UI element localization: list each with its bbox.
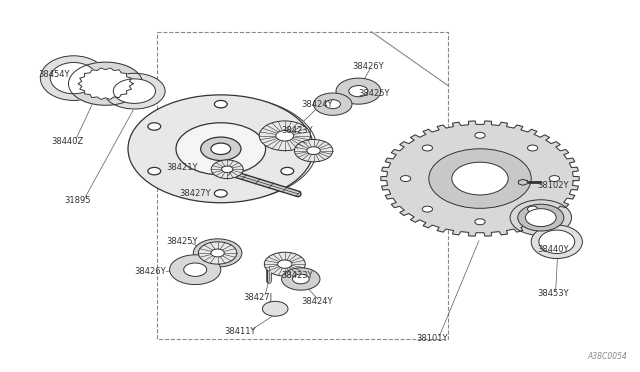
Circle shape bbox=[262, 301, 288, 316]
Circle shape bbox=[193, 239, 242, 267]
Text: 38423Y: 38423Y bbox=[282, 126, 313, 135]
Circle shape bbox=[475, 132, 485, 138]
Circle shape bbox=[282, 268, 320, 290]
Text: 38425Y: 38425Y bbox=[358, 89, 390, 97]
Circle shape bbox=[527, 145, 538, 151]
Circle shape bbox=[325, 100, 340, 109]
Circle shape bbox=[176, 123, 266, 175]
Text: 38421Y: 38421Y bbox=[166, 163, 198, 172]
Circle shape bbox=[198, 242, 237, 264]
Circle shape bbox=[422, 145, 433, 151]
Text: 38454Y: 38454Y bbox=[38, 70, 70, 79]
Ellipse shape bbox=[40, 56, 107, 100]
Text: 38440Y: 38440Y bbox=[538, 245, 569, 254]
Circle shape bbox=[429, 149, 531, 208]
Circle shape bbox=[294, 140, 333, 162]
Circle shape bbox=[549, 176, 559, 182]
Text: 38427Y: 38427Y bbox=[179, 189, 211, 198]
Circle shape bbox=[170, 255, 221, 285]
Circle shape bbox=[207, 247, 228, 259]
Text: 38101Y: 38101Y bbox=[416, 334, 447, 343]
Text: 38427J: 38427J bbox=[243, 293, 273, 302]
Circle shape bbox=[307, 147, 321, 155]
Text: 38424Y: 38424Y bbox=[301, 297, 332, 306]
Circle shape bbox=[211, 143, 230, 154]
Text: 31895: 31895 bbox=[64, 196, 90, 205]
Ellipse shape bbox=[531, 225, 582, 259]
Circle shape bbox=[211, 160, 243, 179]
Circle shape bbox=[264, 252, 305, 276]
Circle shape bbox=[475, 219, 485, 225]
Text: A38C0054: A38C0054 bbox=[588, 352, 627, 361]
Text: 38425Y: 38425Y bbox=[166, 237, 198, 246]
Circle shape bbox=[527, 206, 538, 212]
Circle shape bbox=[214, 100, 227, 108]
Circle shape bbox=[214, 190, 227, 197]
Text: 38424Y: 38424Y bbox=[301, 100, 332, 109]
Polygon shape bbox=[68, 62, 143, 105]
Circle shape bbox=[201, 137, 241, 161]
Circle shape bbox=[336, 78, 381, 104]
Text: 38411Y: 38411Y bbox=[224, 327, 255, 336]
Circle shape bbox=[349, 86, 368, 97]
Circle shape bbox=[113, 79, 156, 103]
Circle shape bbox=[221, 166, 233, 173]
Text: 38453Y: 38453Y bbox=[538, 289, 569, 298]
Circle shape bbox=[211, 249, 225, 257]
Circle shape bbox=[525, 209, 556, 227]
Circle shape bbox=[184, 263, 207, 276]
Text: 38426Y: 38426Y bbox=[134, 267, 166, 276]
Circle shape bbox=[276, 131, 294, 141]
Text: 38426Y: 38426Y bbox=[352, 62, 383, 71]
Polygon shape bbox=[518, 179, 527, 185]
Circle shape bbox=[314, 93, 352, 115]
Polygon shape bbox=[78, 68, 133, 99]
Circle shape bbox=[148, 123, 161, 130]
Text: 38102Y: 38102Y bbox=[538, 182, 569, 190]
Polygon shape bbox=[381, 121, 579, 236]
Circle shape bbox=[104, 73, 165, 109]
Circle shape bbox=[278, 260, 292, 268]
Text: 38423Y: 38423Y bbox=[282, 271, 313, 280]
Circle shape bbox=[422, 206, 433, 212]
Circle shape bbox=[128, 95, 314, 203]
Text: 38440Z: 38440Z bbox=[51, 137, 83, 146]
Circle shape bbox=[292, 274, 309, 284]
Ellipse shape bbox=[51, 62, 97, 94]
Circle shape bbox=[401, 176, 411, 182]
Circle shape bbox=[510, 200, 572, 235]
Circle shape bbox=[452, 162, 508, 195]
Circle shape bbox=[259, 121, 310, 151]
Circle shape bbox=[148, 167, 161, 175]
Circle shape bbox=[281, 167, 294, 175]
Circle shape bbox=[281, 123, 294, 130]
Circle shape bbox=[518, 204, 564, 231]
Ellipse shape bbox=[539, 230, 575, 254]
